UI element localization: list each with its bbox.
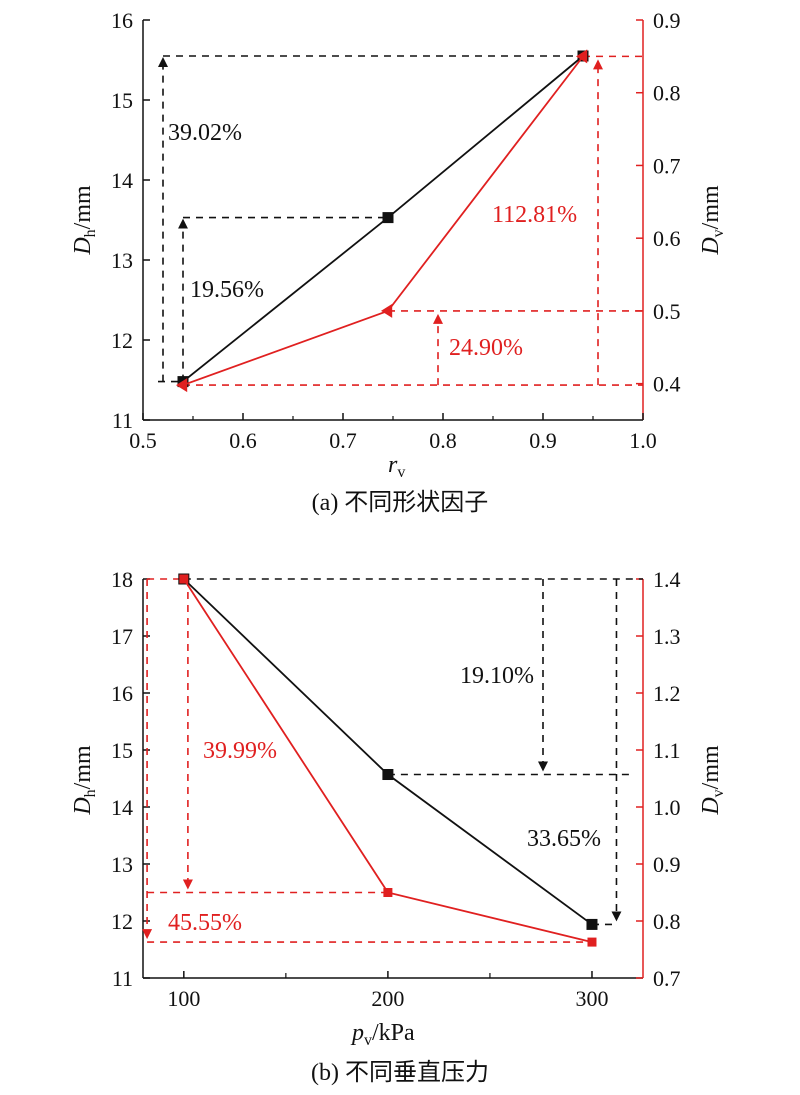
chart-a-y-right-tick-label: 0.4 xyxy=(653,372,681,397)
chart-a-series-right-point xyxy=(576,49,588,64)
chart-b-y-left-tick-label: 13 xyxy=(111,852,133,877)
chart-b-y-right-tick-label: 1.3 xyxy=(653,624,681,649)
chart-b-annotation-39: 39.99% xyxy=(203,738,277,764)
chart-a-y-right-tick-label: 0.9 xyxy=(653,8,681,33)
chart-b-caption: (b) 不同垂直压力 xyxy=(311,1059,489,1086)
chart-a-y-left-tick-label: 16 xyxy=(111,8,133,33)
chart-a-series-right-point xyxy=(176,378,188,393)
chart-b-y-left-tick-label: 11 xyxy=(112,966,133,991)
chart-a-annotation-39: 39.02% xyxy=(168,120,242,146)
chart-a-y-left-tick-label: 13 xyxy=(111,248,133,273)
chart-a-y-left-tick-label: 15 xyxy=(111,88,133,113)
chart-a-series-left-point xyxy=(382,212,394,224)
chart-a: 0.5 0.6 0.7 0.8 0.9 1.0 11 12 13 14 15 16 0.4 0.5 0.6 0… xyxy=(70,8,727,516)
chart-b-y-right-tick-label: 0.7 xyxy=(653,966,681,991)
chart-a-y-right-label: Dv/mm xyxy=(698,185,727,256)
chart-a-x-tick-label: 0.7 xyxy=(329,428,357,453)
chart-b-y-right-tick-label: 0.8 xyxy=(653,909,681,934)
chart-a-y-left-tick-label: 11 xyxy=(112,408,133,433)
chart-b-series-right-point xyxy=(179,574,189,584)
chart-b-x-tick-label: 100 xyxy=(167,986,200,1011)
chart-a-y-left-label: Dh/mm xyxy=(70,185,99,256)
chart-b: 100 200 300 11 12 13 14 15 16 17 18 0.7 0.8 0.9 1.0 1.1… xyxy=(70,567,727,1086)
chart-b-annotation-45: 45.55% xyxy=(168,910,242,936)
chart-b-x-tick-label: 200 xyxy=(371,986,404,1011)
chart-a-y-right-tick-label: 0.6 xyxy=(653,226,681,251)
chart-a-y-right-tick-label: 0.5 xyxy=(653,299,681,324)
chart-b-y-left-label: Dh/mm xyxy=(70,745,99,816)
chart-b-axes: 100 200 300 11 12 13 14 15 16 17 18 0.7 0.8 0.9 1.0 1.1… xyxy=(111,567,681,1011)
chart-a-x-tick-label: 1.0 xyxy=(629,428,657,453)
chart-a-y-right-tick-label: 0.8 xyxy=(653,81,681,106)
chart-b-series-right-point xyxy=(587,937,597,947)
chart-a-x-tick-label: 0.6 xyxy=(229,428,257,453)
chart-b-x-label: pv/kPa xyxy=(350,1020,415,1049)
chart-a-y-left-tick-label: 14 xyxy=(111,168,133,193)
chart-a-annotation-19: 19.56% xyxy=(190,277,264,303)
chart-a-axes: 0.5 0.6 0.7 0.8 0.9 1.0 11 12 13 14 15 16 0.4 0.5 0.6 0… xyxy=(111,8,681,453)
chart-b-y-right-tick-label: 0.9 xyxy=(653,852,681,877)
chart-a-annotation-112: 112.81% xyxy=(492,202,577,228)
chart-a-y-left-tick-label: 12 xyxy=(111,328,133,353)
chart-b-y-right-tick-label: 1.1 xyxy=(653,738,681,763)
chart-a-guides xyxy=(158,55,643,386)
chart-b-y-left-tick-label: 16 xyxy=(111,681,133,706)
chart-b-annotation-19: 19.10% xyxy=(460,663,534,689)
chart-a-x-tick-label: 0.8 xyxy=(429,428,457,453)
chart-b-y-left-tick-label: 17 xyxy=(111,624,133,649)
chart-a-caption: (a) 不同形状因子 xyxy=(312,489,489,516)
chart-a-x-label: rv xyxy=(388,452,405,481)
chart-b-series-left-point xyxy=(382,769,394,781)
chart-b-guides xyxy=(142,578,643,943)
chart-b-y-left-tick-label: 12 xyxy=(111,909,133,934)
chart-b-series-left-point xyxy=(586,918,598,930)
chart-b-y-right-tick-label: 1.4 xyxy=(653,567,681,592)
chart-a-annotation-24: 24.90% xyxy=(449,335,523,361)
chart-b-y-left-tick-label: 18 xyxy=(111,567,133,592)
chart-b-y-left-tick-label: 15 xyxy=(111,738,133,763)
chart-b-y-left-tick-label: 14 xyxy=(111,795,133,820)
chart-a-x-tick-label: 0.9 xyxy=(529,428,557,453)
chart-a-y-right-tick-label: 0.7 xyxy=(653,153,681,178)
chart-b-y-right-tick-label: 1.2 xyxy=(653,681,681,706)
chart-b-series xyxy=(178,573,598,947)
chart-b-y-right-tick-label: 1.0 xyxy=(653,795,681,820)
chart-b-series-right-point xyxy=(383,888,393,897)
chart-b-x-tick-label: 300 xyxy=(575,986,608,1011)
chart-a-series-right-point xyxy=(381,303,393,318)
chart-b-y-right-label: Dv/mm xyxy=(698,745,727,816)
chart-a-x-tick-label: 0.5 xyxy=(129,428,157,453)
chart-a-series xyxy=(176,49,589,393)
chart-b-annotation-33: 33.65% xyxy=(527,826,601,852)
